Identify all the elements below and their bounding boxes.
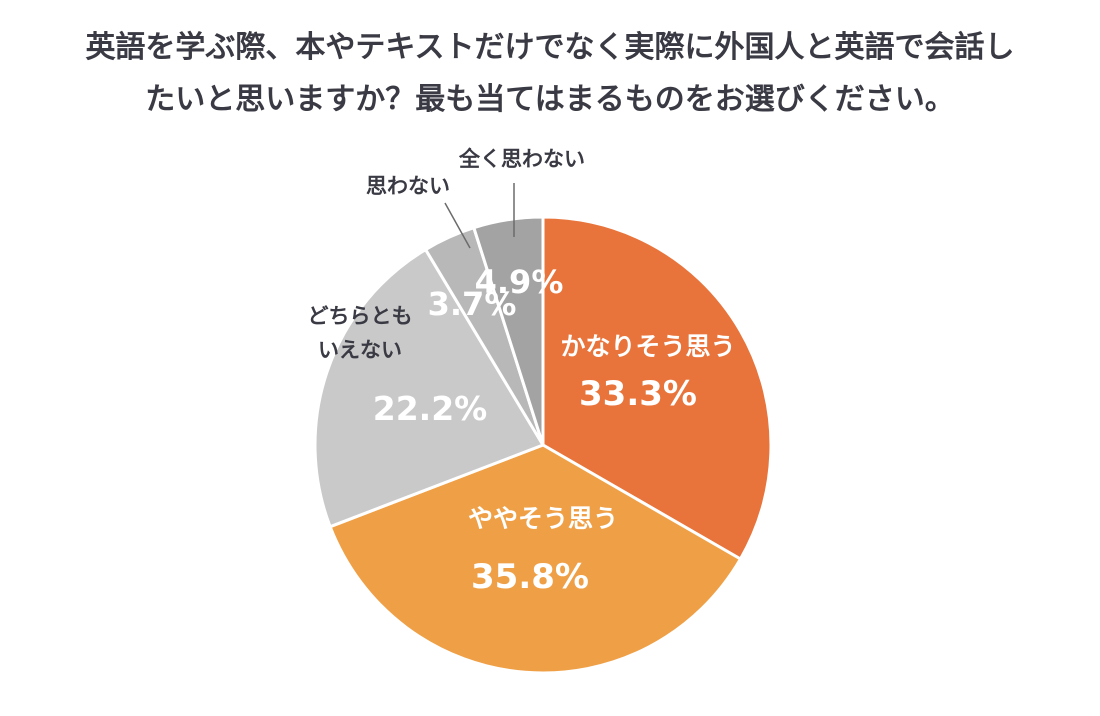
pie-slices <box>313 215 773 675</box>
slice-4-label: 思わない <box>366 174 450 198</box>
leader-lines <box>444 183 515 249</box>
slice-3-value-label: 22.2% <box>373 389 488 428</box>
pie-labels: かなりそう思う 33.3% ややそう思う 35.8% どちらともいえない 22.2% 思わな… <box>308 147 736 597</box>
slice-4-value-label: 3.7% <box>428 285 517 323</box>
slice-5-value-label: 4.9% <box>475 263 564 301</box>
slice-1-value-label: 33.3% <box>579 374 697 414</box>
slice-2-label: ややそう思う <box>468 504 618 533</box>
slice-5-wedge <box>472 215 545 447</box>
slice-2-value-label: 35.8% <box>471 557 589 597</box>
chart-title-line-1: 英語を学ぶ際、本やテキストだけでなく実際に外国人と英語で会話し <box>85 30 1015 65</box>
slice-3-label: どちらともいえない <box>308 304 413 362</box>
chart-title-line-2: たいと思いますか？最も当てはまるものをお選びください。 <box>145 82 955 117</box>
slice-1-label: かなりそう思う <box>560 332 735 361</box>
slice-3-label-line: どちらとも <box>308 304 413 328</box>
slice-5-label: 全く思わない <box>458 147 585 171</box>
slice-4-leader-line <box>444 202 471 249</box>
chart-title: 英語を学ぶ際、本やテキストだけでなく実際に外国人と英語で会話し たいと思いますか… <box>0 22 1100 126</box>
slice-3-label-line: いえない <box>318 338 402 362</box>
slice-3-wedge <box>313 248 545 529</box>
slice-1-wedge <box>541 215 773 561</box>
slice-2-wedge <box>328 443 742 675</box>
